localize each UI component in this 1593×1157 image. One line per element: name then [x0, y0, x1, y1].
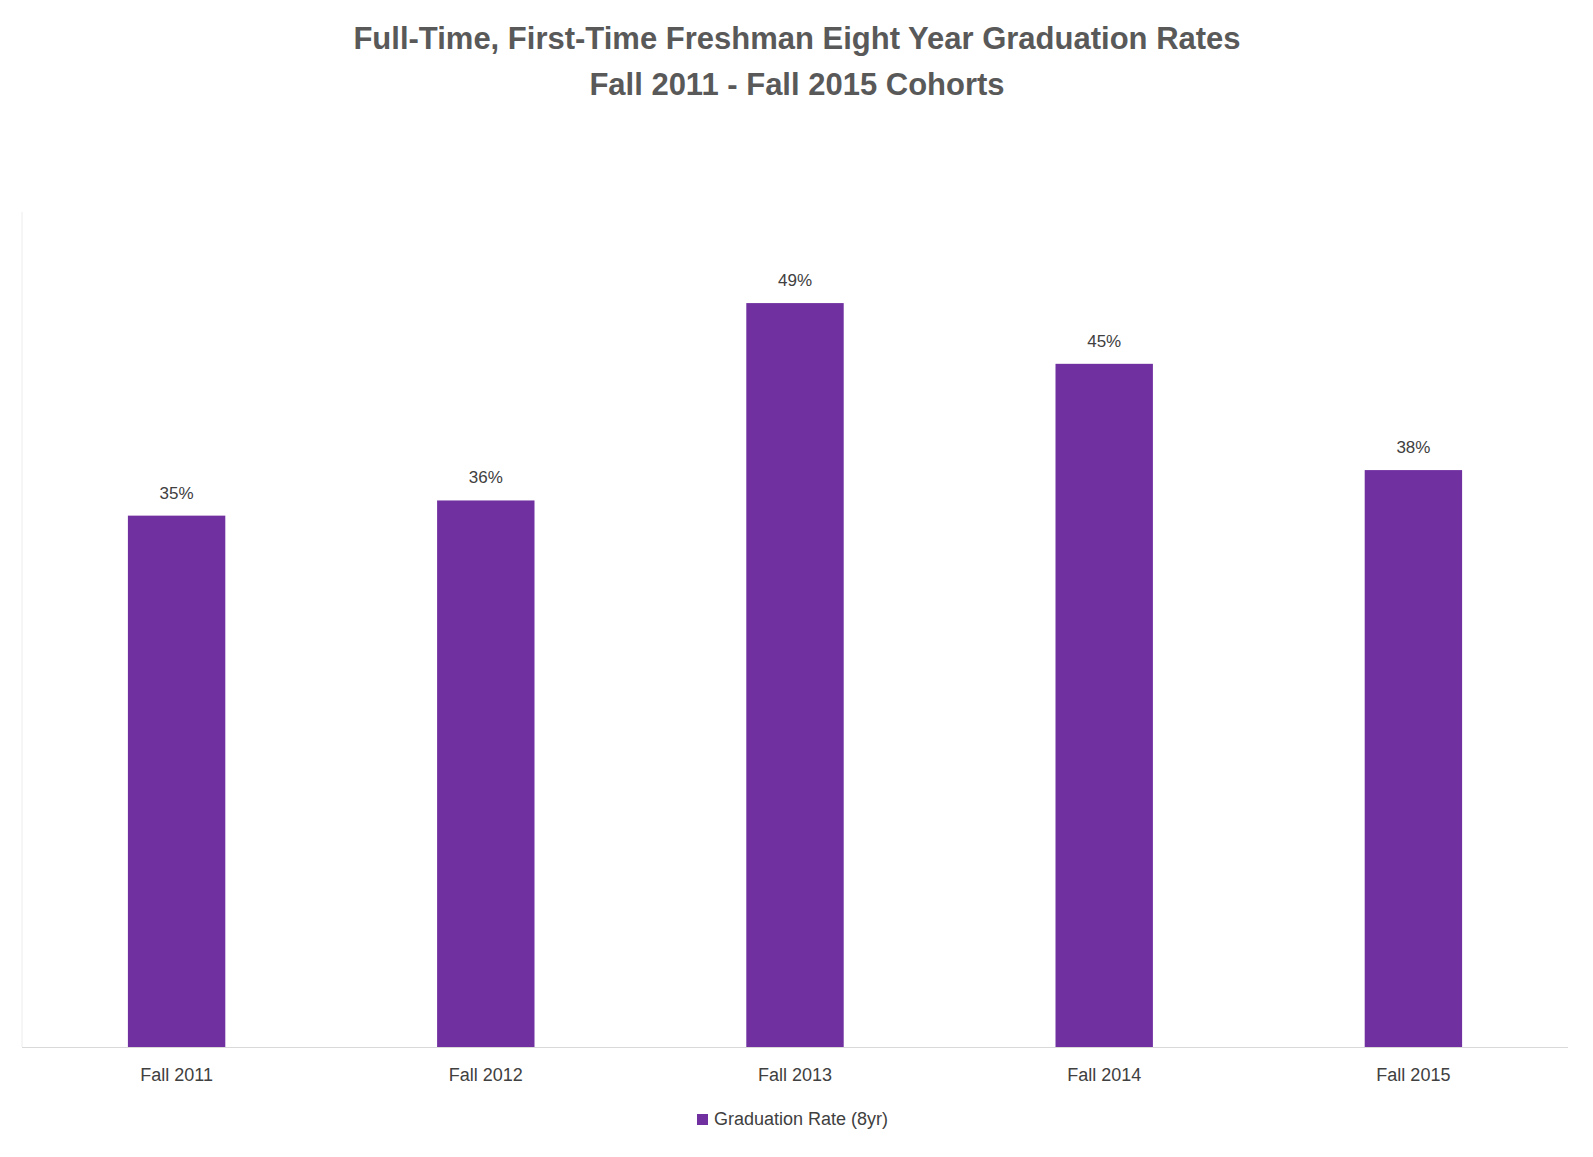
- legend-swatch: [697, 1114, 708, 1125]
- x-tick-label: Fall 2011: [140, 1065, 213, 1085]
- bar: [128, 516, 225, 1047]
- subtitle: Fall 2011 - Fall 2015 Cohorts: [589, 67, 1004, 102]
- x-tick-label: Fall 2015: [1376, 1065, 1450, 1085]
- y-axis-line: [22, 212, 23, 1047]
- data-label: 45%: [1087, 332, 1121, 351]
- data-label: 49%: [778, 271, 812, 290]
- bar: [1365, 470, 1462, 1047]
- x-tick-label: Fall 2013: [758, 1065, 832, 1085]
- bar: [437, 500, 534, 1047]
- bar: [1056, 364, 1153, 1047]
- chart-container: Full-Time, First-Time Freshman Eight Yea…: [0, 0, 1593, 1157]
- x-tick-label: Fall 2014: [1067, 1065, 1141, 1085]
- legend-label: Graduation Rate (8yr): [714, 1109, 888, 1129]
- data-label: 38%: [1396, 438, 1430, 457]
- x-axis-line: [22, 1047, 1568, 1048]
- title: Full-Time, First-Time Freshman Eight Yea…: [353, 21, 1240, 56]
- legend: Graduation Rate (8yr): [697, 1109, 888, 1129]
- bar: [746, 303, 843, 1047]
- data-label: 35%: [160, 484, 194, 503]
- data-label: 36%: [469, 468, 503, 487]
- chart-svg: Full-Time, First-Time Freshman Eight Yea…: [0, 0, 1593, 1157]
- x-tick-label: Fall 2012: [449, 1065, 523, 1085]
- bars: [128, 303, 1462, 1047]
